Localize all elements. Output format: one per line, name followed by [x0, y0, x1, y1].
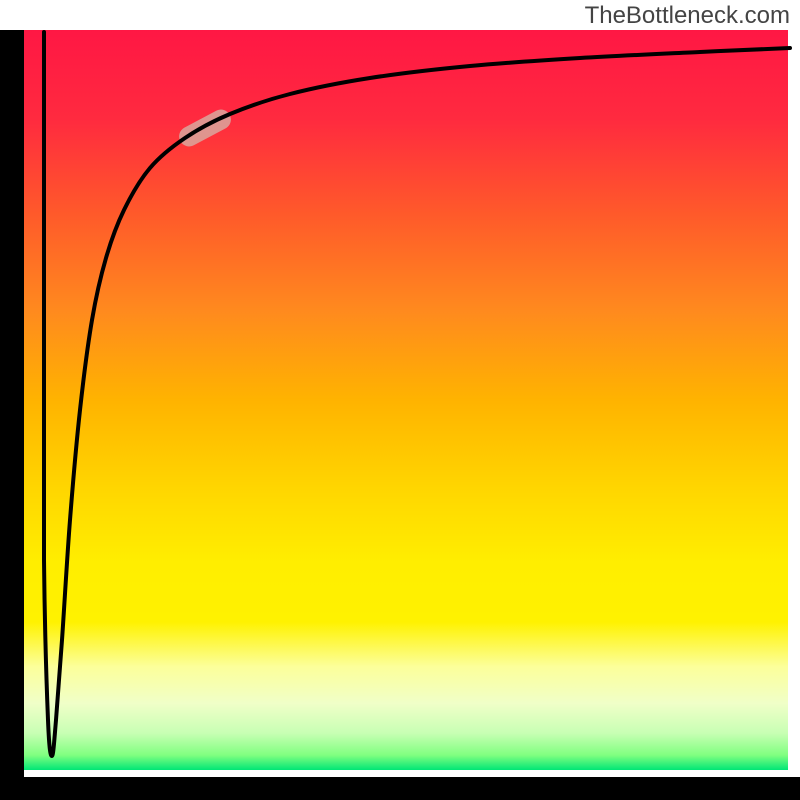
chart-container: TheBottleneck.com [0, 0, 800, 800]
plot-background [24, 30, 788, 770]
bottleneck-chart [0, 0, 800, 800]
attribution-text: TheBottleneck.com [585, 2, 790, 30]
